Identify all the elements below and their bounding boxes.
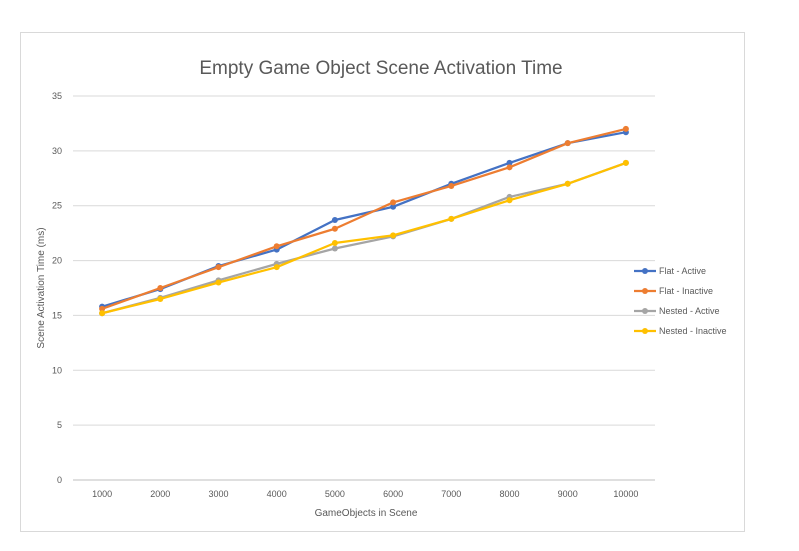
series-3	[99, 159, 629, 317]
x-tick-label: 7000	[441, 489, 461, 499]
x-tick-label: 5000	[325, 489, 345, 499]
x-axis-ticks: 1000 2000 3000 4000 5000 6000 7000 8000 9000 1000…	[92, 489, 638, 499]
data-point	[215, 279, 222, 286]
series-1	[99, 125, 629, 312]
data-point	[506, 159, 513, 166]
x-tick-label: 4000	[267, 489, 287, 499]
legend-label: Flat - Active	[659, 266, 706, 276]
data-point	[157, 285, 164, 291]
data-point	[273, 264, 280, 271]
data-point	[622, 159, 629, 166]
x-tick-label: 3000	[208, 489, 228, 499]
legend: Flat - Active Flat - Inactive Nested - Act…	[634, 266, 727, 336]
legend-item-3: Nested - Inactive	[634, 326, 727, 336]
data-point	[157, 295, 164, 302]
legend-item-1: Flat - Inactive	[634, 286, 713, 296]
chart-title: Empty Game Object Scene Activation Time	[199, 58, 562, 79]
data-point	[273, 243, 280, 250]
legend-label: Flat - Inactive	[659, 286, 713, 296]
legend-swatch-marker	[642, 328, 648, 334]
legend-item-0: Flat - Active	[634, 266, 706, 276]
data-point	[448, 182, 455, 189]
legend-swatch-marker	[642, 308, 648, 314]
series-layer	[99, 125, 629, 317]
legend-swatch-marker	[642, 268, 648, 274]
legend-label: Nested - Inactive	[659, 326, 727, 336]
series-line	[100, 161, 628, 315]
y-tick-label: 25	[52, 201, 62, 211]
x-tick-label: 6000	[383, 489, 403, 499]
series-line	[100, 161, 628, 315]
data-point	[331, 216, 338, 223]
y-tick-label: 0	[57, 475, 62, 485]
y-tick-label: 15	[52, 310, 62, 320]
data-point	[390, 232, 397, 239]
data-point	[506, 197, 513, 204]
y-tick-label: 30	[52, 146, 62, 156]
x-tick-label: 1000	[92, 489, 112, 499]
legend-label: Nested - Active	[659, 306, 720, 316]
data-point	[506, 164, 513, 171]
data-point	[331, 245, 338, 252]
data-point	[564, 140, 571, 147]
x-tick-label: 10000	[613, 489, 638, 499]
y-tick-label: 5	[57, 420, 62, 430]
x-tick-label: 8000	[499, 489, 519, 499]
y-tick-label: 35	[52, 91, 62, 101]
y-axis-ticks: 0 5 10 15 20 25 30 35	[52, 91, 62, 485]
data-point	[390, 203, 397, 210]
legend-swatch-marker	[642, 288, 648, 294]
data-point	[99, 305, 106, 312]
x-axis-label: GameObjects in Scene	[315, 508, 418, 519]
data-point	[564, 180, 571, 187]
y-tick-label: 20	[52, 256, 62, 266]
data-point	[331, 240, 338, 247]
data-point	[622, 125, 629, 132]
data-point	[99, 310, 106, 317]
gridlines	[73, 95, 655, 481]
y-tick-label: 10	[52, 365, 62, 375]
series-line	[100, 127, 628, 310]
data-point	[448, 215, 455, 222]
x-tick-label: 2000	[150, 489, 170, 499]
data-point	[390, 199, 397, 206]
data-point	[331, 225, 338, 232]
data-point	[215, 264, 222, 271]
x-tick-label: 9000	[558, 489, 578, 499]
chart-frame	[20, 32, 745, 532]
y-axis-label: Scene Activation Time (ms)	[36, 227, 47, 348]
legend-item-2: Nested - Active	[634, 306, 720, 316]
